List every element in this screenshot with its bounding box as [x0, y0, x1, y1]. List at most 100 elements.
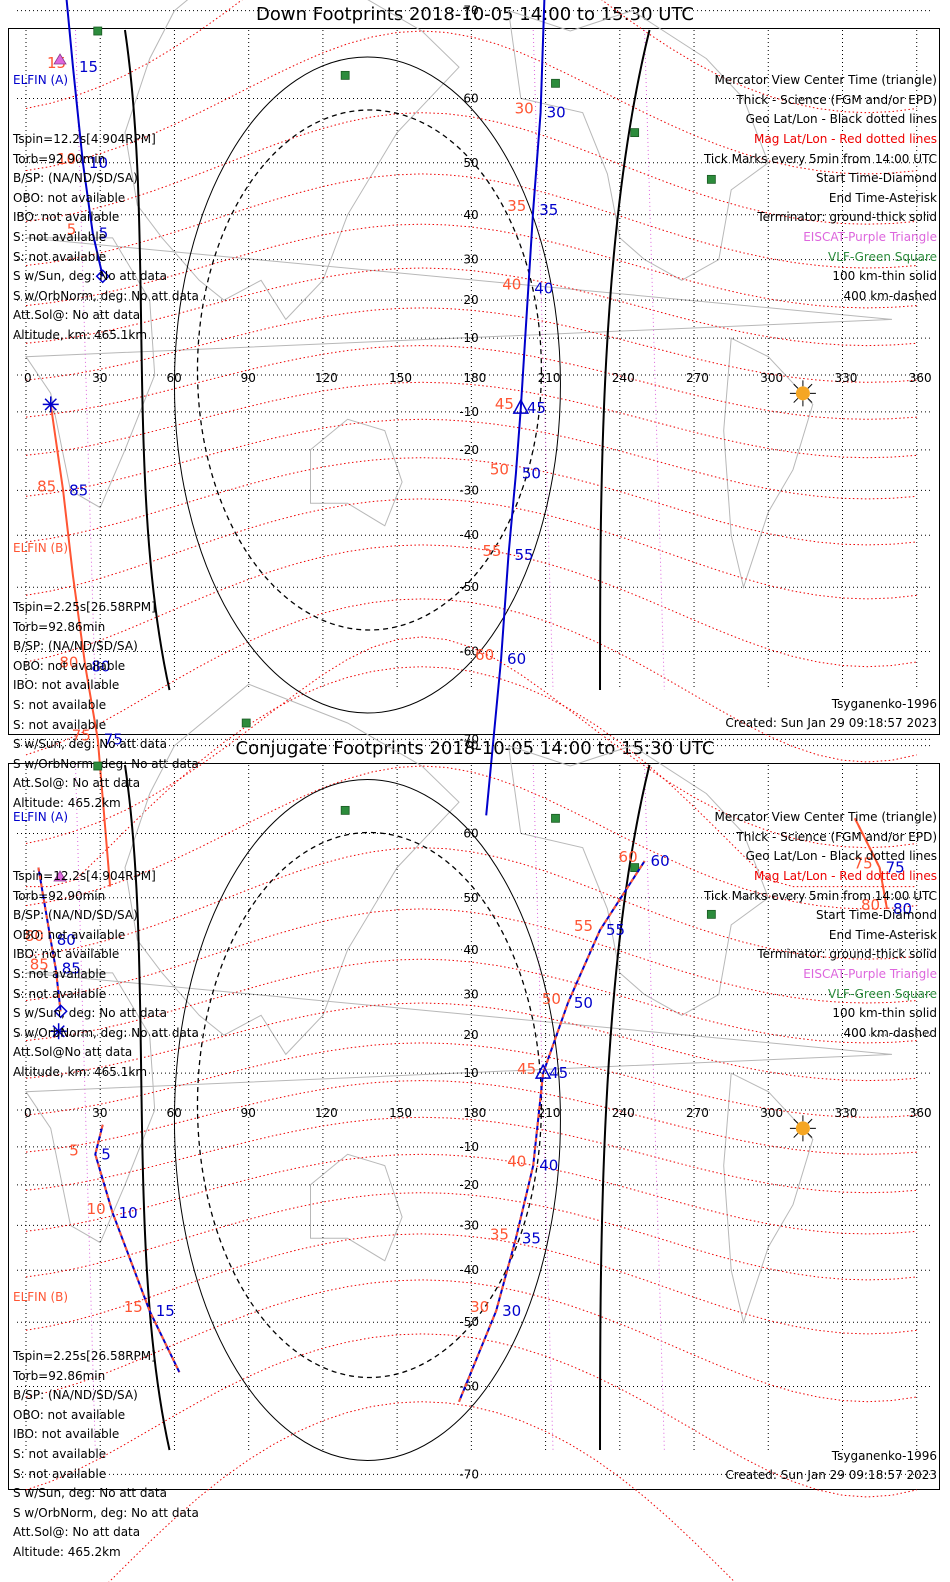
info-line: Torb=92.86min: [13, 619, 106, 634]
lat-tick-label: 20: [463, 293, 478, 307]
track-tick-label: 60: [619, 848, 638, 866]
mag-parallel: [25, 381, 917, 459]
geo-grid: [17, 745, 932, 1475]
legend-entry: Terminator: ground-thick solid: [757, 947, 937, 962]
lat-tick-label: -50: [459, 1315, 479, 1329]
footprint-track: [458, 860, 646, 1403]
lat-tick-label: -20: [459, 1178, 479, 1192]
info-line: Torb=92.86min: [13, 1368, 106, 1383]
panel-frame-down: [8, 28, 940, 735]
eiscat-triangle: [53, 53, 67, 65]
track-tick-label: 30: [502, 1302, 521, 1320]
lon-tick-label: 30: [92, 371, 107, 385]
footprint-track-overlay: [37, 867, 62, 1012]
legend-entry: Geo Lat/Lon - Black dotted lines: [745, 112, 937, 127]
coastline: [310, 1153, 403, 1262]
info-line: IBO: not available: [13, 678, 120, 693]
track-tick-label: 30: [515, 100, 534, 118]
sun-ray: [793, 397, 799, 403]
mag-parallel: [25, 1042, 917, 1118]
track-tick-label: 55: [514, 546, 533, 564]
sun-icon: [789, 380, 816, 407]
sat-a-name: ELFIN (A): [13, 810, 69, 825]
mag-parallel: [26, 666, 917, 888]
info-line: OBO: not available: [13, 1407, 126, 1422]
lat-tick-label: 60: [463, 91, 478, 105]
track-tick-label: 30: [547, 104, 566, 122]
footprint-track-overlay: [458, 860, 646, 1403]
track-tick-label: 40: [539, 1157, 558, 1175]
sat-b-info-down: ELFIN (B) Tspin=2.25s[26.58RPM] Torb=92.8…: [13, 500, 199, 833]
mag-parallel: [25, 958, 917, 1044]
mag-parallel: [25, 908, 917, 1004]
lon-tick-label: 180: [463, 371, 486, 385]
end-asterisk: [42, 396, 59, 413]
track-tick-label: 60: [475, 646, 494, 664]
lon-tick-label: 90: [241, 1106, 256, 1120]
track-tick-label: 10: [87, 1200, 106, 1218]
legend-entry: 400 km-dashed: [843, 1025, 937, 1040]
sun-icon: [789, 1115, 816, 1142]
lat-tick-label: -60: [459, 645, 479, 659]
sun-ray: [807, 397, 813, 403]
mag-grid: [25, 0, 917, 888]
lon-tick-label: 330: [834, 371, 857, 385]
terminator-east: [599, 29, 651, 691]
lon-tick-label: 0: [24, 1106, 32, 1120]
track-tick-label: 80: [25, 927, 44, 945]
legend-entry: Tick Marks every 5min from 14:00 UTC: [703, 888, 937, 903]
info-line: S: not available: [13, 1446, 107, 1461]
lon-tick-label: 360: [909, 1106, 932, 1120]
track-tick-label: 5: [101, 1145, 111, 1163]
info-line: S: not available: [13, 249, 107, 264]
info-line: S w/Sun, deg: No att data: [13, 1006, 167, 1021]
footprint-track: [485, 0, 546, 816]
terminator-west: [123, 29, 171, 691]
info-line: Tspin=2.25s[26.58RPM]: [13, 599, 156, 614]
lon-tick-label: 30: [92, 1106, 107, 1120]
legend-down: Mercator View Center Time (triangle) Thic…: [704, 32, 937, 326]
track-tick-label: 35: [539, 201, 558, 219]
terminator: [123, 29, 651, 691]
vlf-station: [551, 813, 560, 823]
geo-grid: [17, 10, 932, 740]
lat-tick-label: 30: [463, 988, 478, 1002]
lat-tick-label: 70: [463, 739, 478, 753]
info-line: S: not available: [13, 697, 107, 712]
sun-ray: [807, 1132, 813, 1138]
info-line: S w/OrbNorm, deg: No att data: [13, 1505, 199, 1520]
start-diamond: [53, 1004, 68, 1019]
legend-entry: Mercator View Center Time (triangle): [714, 73, 937, 88]
legend-entry: End Time-Asterisk: [828, 190, 937, 205]
track-tick-label: 5: [67, 220, 77, 238]
track-tick-label: 50: [542, 990, 561, 1008]
start-diamond: [95, 269, 110, 284]
info-line: IBO: not available: [13, 947, 120, 962]
lon-tick-labels: 0 30 60 90 120 150 180 210 240 270 300 330 360: [24, 1106, 932, 1120]
lon-tick-label: 210: [538, 1106, 561, 1120]
sat-b-name: ELFIN (B): [13, 541, 69, 556]
legend-entry: Start Time-Diamond: [815, 908, 937, 923]
vlf-station: [93, 761, 103, 771]
lat-tick-label: -30: [459, 483, 479, 497]
asterisk-stroke: [44, 398, 57, 411]
info-line: S: not available: [13, 717, 107, 732]
coastline: [124, 683, 460, 1056]
asterisk-stroke: [52, 1025, 65, 1038]
panel-title-conjugate: Conjugate Footprints 2018-10-05 14:00 to…: [235, 738, 715, 759]
info-line: B/SP: (NA/ND/SD/SA): [13, 908, 138, 923]
mag-parallel: [25, 765, 917, 910]
track-tick-label: 80: [893, 900, 912, 918]
lon-tick-label: 300: [760, 1106, 783, 1120]
lat-tick-labels: 70 60 50 40 30 20 10 -10 -20 -30 -40 -50 -60 -70: [459, 4, 479, 747]
lat-tick-label: 70: [463, 4, 478, 18]
lat-tick-label: -70: [459, 1467, 479, 1481]
mag-parallel: [25, 544, 917, 668]
info-line: Att.Sol@No att data: [13, 1045, 133, 1060]
mag-parallel: [25, 173, 917, 269]
coastline: [723, 1072, 814, 1325]
track-tick-label: 60: [651, 852, 670, 870]
info-line: OBO: not available: [13, 190, 126, 205]
legend-entry: Mag Lat/Lon - Red dotted lines: [753, 868, 937, 883]
track-tick-label: 10: [57, 150, 76, 168]
